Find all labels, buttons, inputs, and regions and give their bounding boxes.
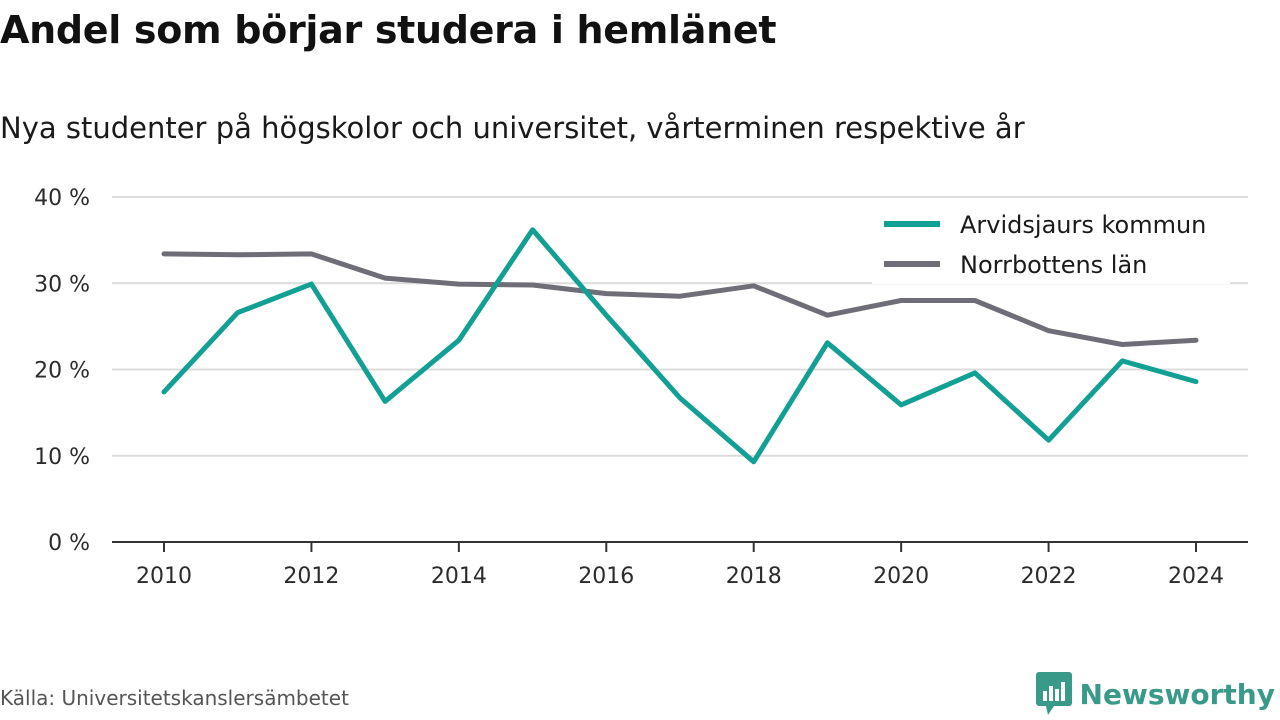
x-tick-label: 2016 bbox=[578, 564, 634, 589]
legend-label: Arvidsjaurs kommun bbox=[960, 211, 1206, 239]
y-tick-label: 40 % bbox=[34, 186, 90, 211]
brand-logo: Newsworthy bbox=[1035, 672, 1275, 716]
x-tick-label: 2012 bbox=[283, 564, 339, 589]
source-note: Källa: Universitetskanslersämbetet bbox=[0, 686, 349, 710]
x-tick-label: 2024 bbox=[1168, 564, 1224, 589]
y-axis-ticks: 0 % 10 % 20 % 30 % 40 % bbox=[34, 186, 90, 556]
y-tick-label: 30 % bbox=[34, 272, 90, 297]
chart-subtitle: Nya studenter på högskolor och universit… bbox=[0, 111, 1025, 145]
brand-name: Newsworthy bbox=[1079, 677, 1275, 711]
series-line-1 bbox=[161, 227, 1199, 465]
bar-chart-speech-bubble-icon bbox=[1035, 672, 1072, 715]
x-tick-label: 2018 bbox=[726, 564, 782, 589]
chart-title: Andel som börjar studera i hemlänet bbox=[0, 8, 777, 52]
y-tick-label: 0 % bbox=[48, 531, 90, 556]
series-lines bbox=[161, 227, 1199, 465]
x-tick-label: 2020 bbox=[873, 564, 929, 589]
x-axis: 2010 2012 2014 2016 2018 2020 2022 2024 bbox=[112, 541, 1248, 589]
x-tick-label: 2022 bbox=[1021, 564, 1077, 589]
legend: Arvidsjaurs kommun Norrbottens län bbox=[872, 202, 1230, 284]
series-line-2 bbox=[161, 251, 1199, 347]
y-tick-label: 20 % bbox=[34, 359, 90, 384]
x-tick-label: 2014 bbox=[431, 564, 487, 589]
x-tick-label: 2010 bbox=[136, 564, 192, 589]
y-tick-label: 10 % bbox=[34, 445, 90, 470]
legend-label: Norrbottens län bbox=[960, 251, 1147, 279]
legend-background bbox=[872, 202, 1230, 284]
